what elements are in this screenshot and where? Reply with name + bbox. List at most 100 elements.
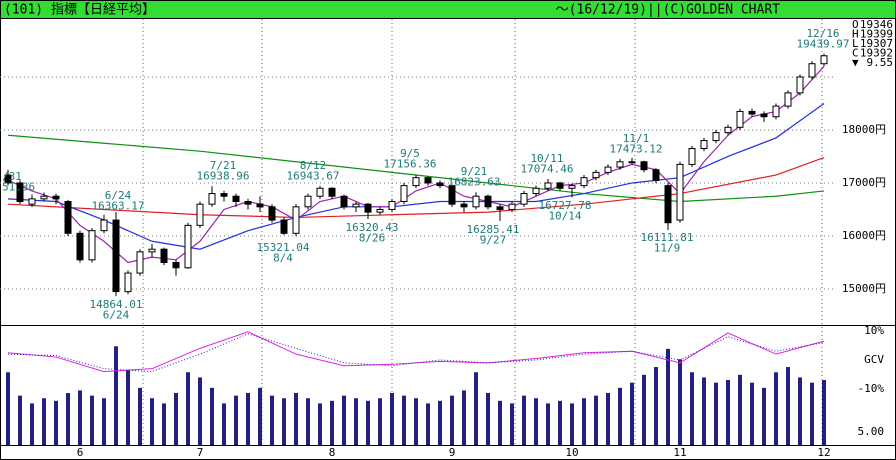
annotation: 9/27 [480,234,507,247]
candle-body [64,201,72,234]
volume-bar [630,382,634,445]
volume-bar [702,377,706,445]
candle-body [124,272,132,293]
candle-body [400,185,408,203]
candle-body [292,206,300,234]
candle-body [340,195,348,208]
candle-body [784,92,792,107]
annotation: 16823.63 [448,176,501,189]
candle-body [820,55,828,65]
volume-bar [366,400,370,445]
y-tick-label: 15000円 [842,282,886,295]
annotation: 7/21 [210,159,237,172]
annotation: 11/9 [654,242,681,255]
gcv-line [7,331,825,373]
candle-body [316,187,324,197]
candle-body [352,203,360,208]
volume-bar [114,346,118,445]
volume-bar [198,377,202,445]
candle-body [208,193,216,205]
volume-bar [66,393,70,445]
quote-label: O [852,18,859,31]
candle-body [244,201,252,205]
volume-bar [330,400,334,445]
candle-body [640,161,648,171]
annotation: 17473.12 [610,143,663,156]
month-grid [142,19,823,445]
candle-body [496,206,504,210]
annotation: /31 [2,170,22,183]
candle-body [460,203,468,208]
volume-bar [258,387,262,445]
volume-bar [762,387,766,445]
volume-bar [234,395,238,445]
volume-bar [402,395,406,445]
candle-body [4,174,12,184]
volume-bar [594,395,598,445]
candle-body [172,261,180,269]
quote-label: C [852,47,859,60]
candle-body [592,171,600,179]
volume-bar [786,367,790,445]
volume-bar [354,398,358,445]
annotation: 16727.78 [539,199,592,212]
quote-value: 9.55 [867,56,894,69]
volume-bar [798,377,802,445]
volume-bar [246,393,250,445]
volume-bar [570,403,574,445]
volume-bar [654,367,658,445]
candle-body [544,182,552,189]
volume-bar [306,398,310,445]
candle-body [328,187,336,197]
candle-body [520,193,528,205]
volume-bar [138,387,142,445]
volume-bar [666,348,670,445]
moving-average [7,156,825,219]
volume-bar [210,387,214,445]
volume-bar [810,382,814,445]
volume-bar [738,374,742,445]
candle-body [628,161,636,164]
volume-bar [162,403,166,445]
volume-bar [450,395,454,445]
candle-body [532,187,540,195]
gcv-line [7,333,825,373]
volume-bar [294,393,298,445]
header-copyright: ～(16/12/19)||(C)GOLDEN CHART [556,3,780,18]
candle-body [736,110,744,128]
x-tick-label: 8 [329,446,336,459]
volume-bar [750,382,754,445]
candle-body [712,132,720,142]
volume-bar [462,390,466,445]
candle-body [160,248,168,263]
y2-tick-label: -10% [858,382,885,395]
y2-tick-label: GCV [864,353,884,366]
volume-bar [42,398,46,445]
candle-body [508,203,516,210]
candle-body [724,126,732,134]
volume-bar [678,359,682,445]
candle-body [16,182,24,203]
candle-body [580,177,588,187]
candle-body [676,163,684,221]
candle-body [748,110,756,115]
candle-body [88,230,96,261]
volume-bar [426,403,430,445]
candle-body [556,182,564,189]
y-tick-label: 17000円 [842,176,886,189]
volume-bar [642,374,646,445]
volume-bar [606,393,610,445]
volume-bar [174,393,178,445]
volume-bar [546,403,550,445]
moving-average [7,102,825,250]
volume-bar [318,403,322,445]
candle-body [604,166,612,173]
annotation: 16938.96 [197,170,250,183]
candle-body [196,203,204,226]
volume-bar [222,403,226,445]
volume-bar [102,398,106,445]
volume-bar [474,372,478,445]
volume-bar [726,380,730,445]
